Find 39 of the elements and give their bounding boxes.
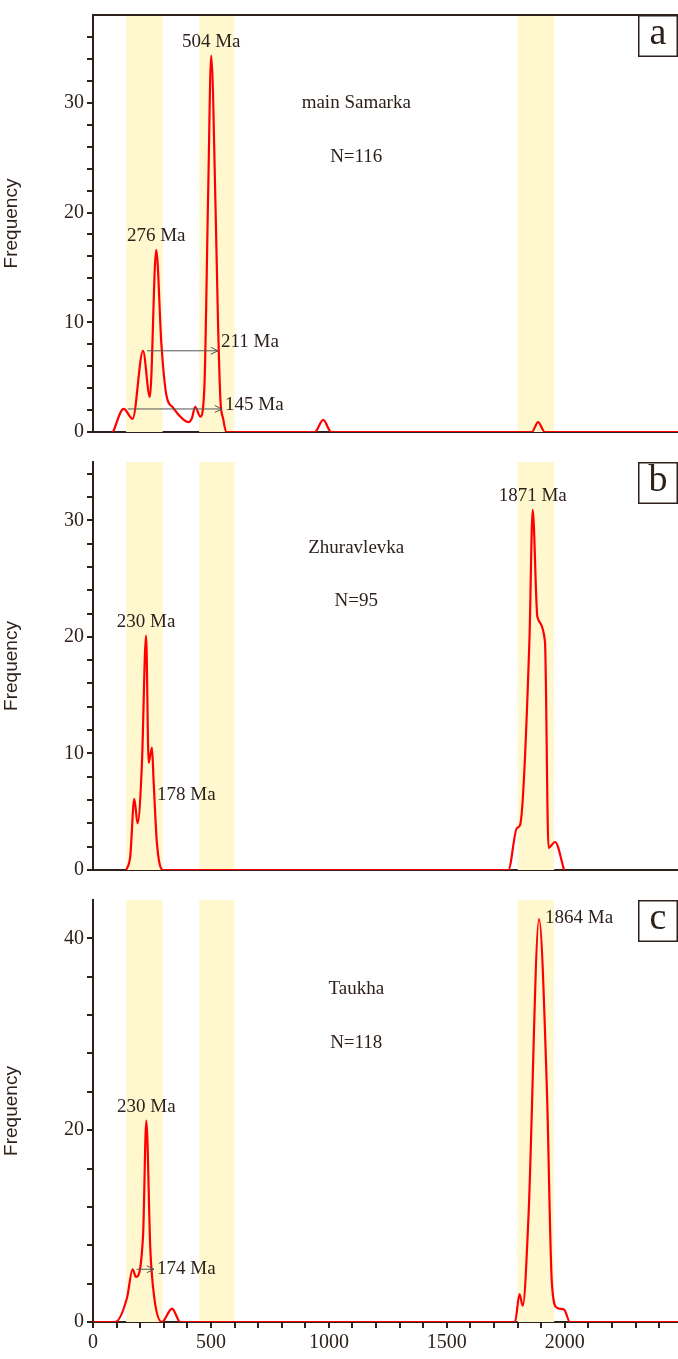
annotation: 211 Ma [221, 329, 280, 351]
text: Taukha [328, 976, 385, 998]
text: main Samarka [301, 90, 412, 112]
y-tick-label: 40 [64, 925, 84, 948]
y-tick-label: 20 [64, 1117, 84, 1140]
text: Zhuravlevka [308, 535, 405, 557]
annotation: 276 Ma [126, 223, 187, 245]
y-axis-title: Frequency [0, 178, 21, 269]
text: N=95 [334, 588, 378, 610]
x-tick-label: 2000 [544, 1330, 585, 1353]
line-series [111, 54, 678, 432]
text: N=116 [330, 144, 383, 166]
annotation: 178 Ma [157, 782, 217, 804]
annotation: c [649, 894, 667, 937]
annotation: 230 Ma [117, 1094, 177, 1116]
y-tick-label: 20 [64, 199, 84, 222]
y-tick-label: 10 [64, 740, 84, 763]
x-tick-label: 1500 [426, 1330, 467, 1353]
y-tick-label: 20 [64, 624, 84, 647]
annotation: 1864 Ma [545, 905, 614, 927]
y-tick-label: 30 [64, 90, 84, 113]
x-tick-label: 500 [195, 1330, 226, 1353]
y-axis-title: Frequency [0, 620, 21, 711]
annotation: 230 Ma [116, 609, 176, 631]
annotation: 1871 Ma [498, 483, 568, 505]
y-tick-label: 0 [74, 1309, 84, 1332]
annotation: 145 Ma [225, 392, 285, 414]
text: N=118 [330, 1031, 383, 1053]
y-tick-label: 0 [74, 857, 84, 880]
y-tick-label: 30 [64, 507, 84, 530]
annotation: b [648, 456, 668, 499]
annotation: 174 Ma [157, 1256, 217, 1278]
annotation: a [649, 9, 667, 52]
x-tick-label: 0 [88, 1330, 98, 1353]
y-tick-label: 10 [64, 309, 84, 332]
annotation: 504 Ma [181, 29, 242, 51]
y-tick-label: 0 [74, 419, 84, 442]
y-axis-title: Frequency [0, 1065, 21, 1156]
x-tick-label: 1000 [308, 1330, 349, 1353]
